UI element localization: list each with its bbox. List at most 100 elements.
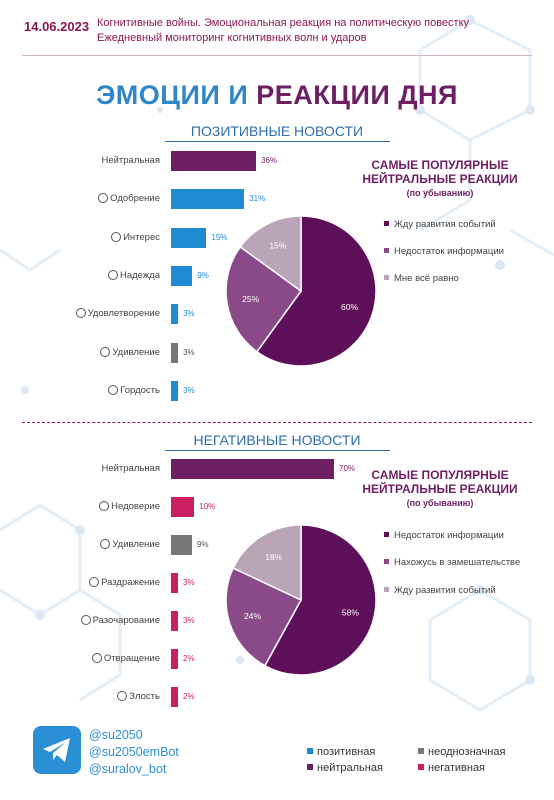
bar-label-text: Интерес [123,231,160,243]
positive-pie-legend-3: Мне всё равно [384,273,459,284]
bar [171,227,207,248]
bar [171,459,334,479]
negative-pie-legend-3: Жду развития событий [384,585,496,596]
legend-label: Нахожусь в замешательстве [394,557,521,568]
handle-link-3[interactable]: @suralov_bot [89,762,167,776]
telegram-plane-icon [43,738,70,762]
negative-reactions-title: САМЫЕ ПОПУЛЯРНЫЕ НЕЙТРАЛЬНЫЕ РЕАКЦИИ [340,468,540,496]
pie-slice [263,524,377,676]
bar-label-text: Нейтральная [101,155,160,166]
pie-slice [255,215,377,367]
thinking-face-icon [111,231,122,242]
bar-label-text: Удовлетворение [87,308,160,320]
bar-label: Отвращение [0,648,160,670]
bar-label-text: Гордость [120,384,160,396]
bar-label-text: Удивление [112,539,160,550]
bar [171,573,178,593]
bar [171,611,178,631]
bar-label-text: Удивление [112,346,160,358]
telegram-icon[interactable] [33,726,81,774]
bar-value-label: 3% [183,616,195,625]
negative-section-title: НЕГАТИВНЫЕ НОВОСТИ [193,432,361,448]
legend-label: позитивная [317,746,376,758]
bar-value-label: 3% [183,347,195,357]
bar-label-text: Недоверие [111,501,160,512]
handle-link-2[interactable]: @su2050emBot [89,745,179,759]
legend-label: нейтральная [317,762,383,774]
pie-slice [225,567,303,667]
bar-label-text: Нейтральная [101,463,160,474]
bar-label: Удовлетворение [0,303,160,325]
legend-swatch [384,532,389,537]
positive-section-title: ПОЗИТИВНЫЕ НОВОСТИ [190,123,364,139]
bar-value-label: 2% [183,654,195,663]
bar-label-text: Надежда [119,269,160,281]
page-title-part1: ЭМОЦИИ И [96,80,249,110]
legend-swatch [418,764,424,770]
bar-label: Одобрение [0,188,160,210]
bar-label-text: Злость [129,691,160,702]
bar-value-label: 10% [199,502,216,511]
bar-label-text: Одобрение [110,193,160,205]
pie-slice-label: 18% [265,552,282,562]
praying-hands-icon [107,269,118,280]
legend-label: Жду развития событий [394,219,496,230]
legend-swatch [384,221,389,226]
positive-reactions-title-line1: САМЫЕ ПОПУЛЯРНЫЕ [371,158,509,172]
footer-legend-positive: позитивная [307,746,375,758]
bar-value-label: 3% [183,578,195,587]
bar-label-text: Раздражение [101,577,160,588]
handle-link-1[interactable]: @su2050 [89,728,143,742]
trophy-icon [108,384,119,395]
bar-label: Раздражение [0,572,160,594]
bar [171,304,179,325]
pie-slice-label: 58% [342,608,359,618]
bar-label: Удивление [0,342,160,364]
disgusted-face-icon [91,653,102,663]
pie-slice-label: 24% [244,611,261,621]
bar-label-text: Отвращение [103,653,160,664]
bar [171,649,178,669]
legend-label: Жду развития событий [394,585,496,596]
footer-legend-ambiguous: неоднозначная [418,746,505,758]
legend-swatch [418,748,424,754]
heart-icon [98,193,109,204]
bar-label: Злость [0,686,160,708]
legend-label: Мне всё равно [394,273,459,284]
negative-pie-legend-1: Недостаток информации [384,530,504,541]
bar-value-label: 3% [183,385,195,395]
bar [171,265,193,286]
positive-reactions-title-line2: НЕЙТРАЛЬНЫЕ РЕАКЦИИ [362,172,518,186]
footer-legend-negative: негативная [418,762,485,774]
negative-pie-legend-2: Нахожусь в замешательстве [384,557,520,568]
header-divider [22,55,532,56]
legend-swatch [384,587,389,592]
section-divider [22,422,532,423]
positive-reactions-subtitle: (по убыванию) [406,188,474,198]
positive-reactions-title: САМЫЕ ПОПУЛЯРНЫЕ НЕЙТРАЛЬНЫЕ РЕАКЦИИ [340,158,540,186]
legend-label: Недостаток информации [394,246,504,257]
bar-label: Разочарование [0,610,160,632]
disappointed-face-icon [80,615,91,625]
legend-swatch [384,248,389,253]
bar-value-label: 3% [183,309,195,319]
legend-swatch [384,275,389,280]
pie-slice [225,245,303,353]
pie-slice-label: 25% [242,294,259,304]
surprised-face-icon [100,346,111,357]
angry-face-icon [89,577,100,587]
bar-label: Интерес [0,227,160,249]
legend-label: негативная [428,762,486,774]
bar [171,497,195,517]
pie-slice-label: 15% [269,241,286,251]
report-title: Когнитивные войны. Эмоциональная реакция… [97,17,470,29]
bar-value-label: 31% [249,194,266,204]
bar-value-label: 70% [339,464,356,473]
bar-value-label: 2% [183,692,195,701]
bar-label: Гордость [0,380,160,402]
bar-value-label: 9% [196,540,209,549]
surprised-face-icon [100,539,111,549]
positive-pie-chart: 60% 25% 15% [225,215,377,367]
angry-face-icon [117,691,128,701]
bar-value-label: 15% [211,232,228,242]
